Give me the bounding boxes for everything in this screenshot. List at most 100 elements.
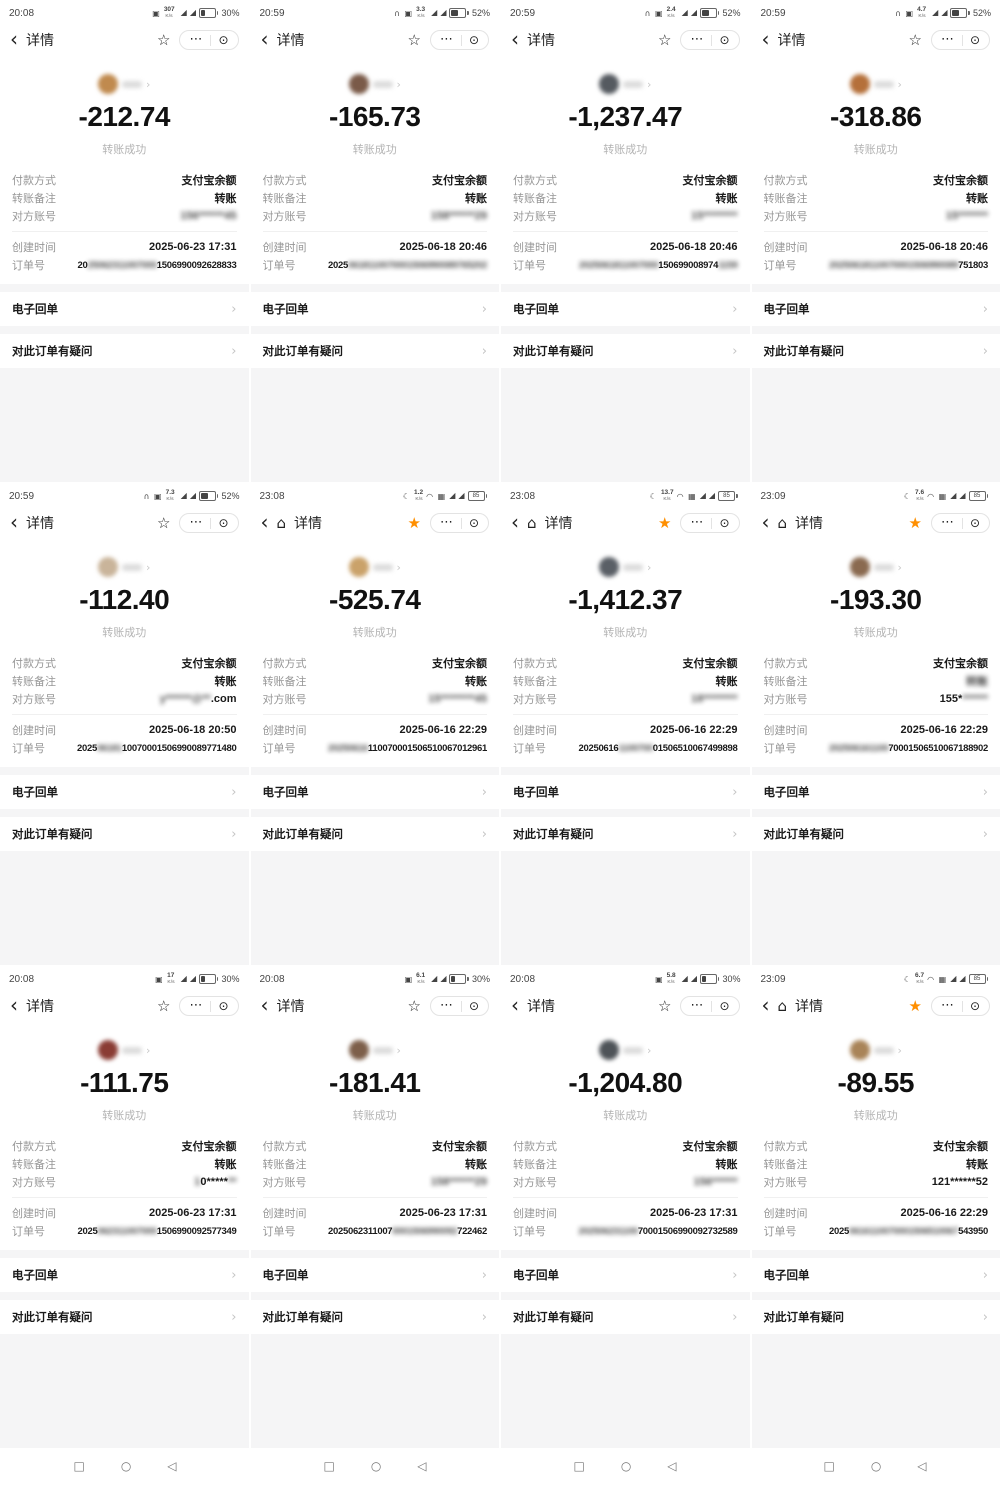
- back-icon[interactable]: ‹: [260, 26, 269, 51]
- home-button[interactable]: ○: [870, 1459, 882, 1473]
- avatar[interactable]: [599, 74, 620, 94]
- recents-button[interactable]: □: [323, 1459, 335, 1473]
- receipt-row[interactable]: 电子回单 ›: [250, 1258, 499, 1292]
- back-icon[interactable]: ‹: [761, 26, 770, 51]
- back-icon[interactable]: ‹: [511, 509, 519, 534]
- favorite-star-icon[interactable]: ☆: [407, 30, 421, 49]
- recents-button[interactable]: □: [73, 1459, 85, 1473]
- float-window-icon[interactable]: ⊙: [468, 999, 479, 1013]
- android-back-button[interactable]: ◁: [167, 1459, 177, 1473]
- favorite-star-icon[interactable]: ☆: [908, 30, 922, 49]
- payee-profile[interactable]: ›: [752, 73, 1000, 95]
- more-menu-icon[interactable]: ⋯: [940, 515, 955, 531]
- float-window-icon[interactable]: ⊙: [969, 999, 980, 1013]
- payee-profile[interactable]: ›: [251, 1039, 500, 1061]
- receipt-row[interactable]: 电子回单 ›: [0, 292, 249, 326]
- back-icon[interactable]: ‹: [260, 509, 269, 534]
- receipt-row[interactable]: 电子回单 ›: [250, 292, 499, 326]
- avatar[interactable]: [849, 1040, 870, 1060]
- avatar[interactable]: [98, 74, 119, 94]
- back-icon[interactable]: ‹: [761, 509, 770, 534]
- receipt-row[interactable]: 电子回单 ›: [501, 775, 750, 809]
- payee-profile[interactable]: ›: [251, 556, 500, 578]
- home-icon[interactable]: ⌂: [777, 996, 788, 1015]
- question-row[interactable]: 对此订单有疑问 ›: [751, 1300, 1000, 1334]
- payee-profile[interactable]: ›: [0, 556, 249, 578]
- more-menu-icon[interactable]: ⋯: [690, 32, 705, 48]
- avatar[interactable]: [98, 1040, 119, 1060]
- question-row[interactable]: 对此订单有疑问 ›: [250, 817, 499, 851]
- avatar[interactable]: [348, 74, 369, 94]
- favorite-star-icon[interactable]: ★: [908, 513, 922, 532]
- favorite-star-icon[interactable]: ☆: [156, 30, 171, 49]
- question-row[interactable]: 对此订单有疑问 ›: [250, 1300, 499, 1334]
- more-menu-icon[interactable]: ⋯: [690, 515, 705, 531]
- back-icon[interactable]: ‹: [260, 992, 269, 1017]
- payee-profile[interactable]: ›: [501, 73, 750, 95]
- float-window-icon[interactable]: ⊙: [969, 33, 980, 47]
- payee-profile[interactable]: ›: [752, 1039, 1000, 1061]
- payee-profile[interactable]: ›: [501, 1039, 750, 1061]
- more-menu-icon[interactable]: ⋯: [189, 998, 204, 1014]
- avatar[interactable]: [849, 557, 870, 577]
- question-row[interactable]: 对此订单有疑问 ›: [501, 334, 750, 368]
- avatar[interactable]: [849, 74, 870, 94]
- float-window-icon[interactable]: ⊙: [218, 33, 229, 47]
- question-row[interactable]: 对此订单有疑问 ›: [751, 817, 1000, 851]
- more-menu-icon[interactable]: ⋯: [189, 515, 204, 531]
- android-back-button[interactable]: ◁: [667, 1459, 677, 1473]
- more-menu-icon[interactable]: ⋯: [439, 998, 454, 1014]
- favorite-star-icon[interactable]: ★: [407, 513, 421, 532]
- avatar[interactable]: [98, 557, 119, 577]
- question-row[interactable]: 对此订单有疑问 ›: [501, 1300, 750, 1334]
- home-button[interactable]: ○: [120, 1459, 132, 1473]
- receipt-row[interactable]: 电子回单 ›: [751, 1258, 1000, 1292]
- receipt-row[interactable]: 电子回单 ›: [501, 292, 750, 326]
- payee-profile[interactable]: ›: [0, 1039, 249, 1061]
- float-window-icon[interactable]: ⊙: [218, 516, 229, 530]
- receipt-row[interactable]: 电子回单 ›: [0, 775, 249, 809]
- avatar[interactable]: [599, 1040, 620, 1060]
- back-icon[interactable]: ‹: [511, 26, 519, 51]
- favorite-star-icon[interactable]: ☆: [657, 996, 672, 1015]
- receipt-row[interactable]: 电子回单 ›: [0, 1258, 249, 1292]
- float-window-icon[interactable]: ⊙: [719, 516, 730, 530]
- recents-button[interactable]: □: [823, 1459, 835, 1473]
- payee-profile[interactable]: ›: [0, 73, 249, 95]
- more-menu-icon[interactable]: ⋯: [940, 998, 955, 1014]
- home-button[interactable]: ○: [620, 1459, 632, 1473]
- home-icon[interactable]: ⌂: [527, 513, 537, 532]
- float-window-icon[interactable]: ⊙: [969, 516, 980, 530]
- receipt-row[interactable]: 电子回单 ›: [501, 1258, 750, 1292]
- float-window-icon[interactable]: ⊙: [719, 999, 730, 1013]
- favorite-star-icon[interactable]: ☆: [156, 513, 171, 532]
- home-icon[interactable]: ⌂: [276, 513, 287, 532]
- question-row[interactable]: 对此订单有疑问 ›: [0, 1300, 249, 1334]
- back-icon[interactable]: ‹: [10, 26, 18, 51]
- home-icon[interactable]: ⌂: [777, 513, 788, 532]
- payee-profile[interactable]: ›: [251, 73, 500, 95]
- float-window-icon[interactable]: ⊙: [468, 516, 479, 530]
- avatar[interactable]: [348, 557, 369, 577]
- float-window-icon[interactable]: ⊙: [218, 999, 229, 1013]
- more-menu-icon[interactable]: ⋯: [940, 32, 955, 48]
- question-row[interactable]: 对此订单有疑问 ›: [0, 334, 249, 368]
- payee-profile[interactable]: ›: [752, 556, 1000, 578]
- avatar[interactable]: [348, 1040, 369, 1060]
- avatar[interactable]: [599, 557, 620, 577]
- payee-profile[interactable]: ›: [501, 556, 750, 578]
- float-window-icon[interactable]: ⊙: [468, 33, 479, 47]
- receipt-row[interactable]: 电子回单 ›: [751, 292, 1000, 326]
- favorite-star-icon[interactable]: ☆: [657, 30, 672, 49]
- question-row[interactable]: 对此订单有疑问 ›: [0, 817, 249, 851]
- back-icon[interactable]: ‹: [10, 509, 18, 534]
- receipt-row[interactable]: 电子回单 ›: [751, 775, 1000, 809]
- android-back-button[interactable]: ◁: [417, 1459, 427, 1473]
- favorite-star-icon[interactable]: ☆: [156, 996, 171, 1015]
- question-row[interactable]: 对此订单有疑问 ›: [751, 334, 1000, 368]
- back-icon[interactable]: ‹: [511, 992, 519, 1017]
- more-menu-icon[interactable]: ⋯: [189, 32, 204, 48]
- more-menu-icon[interactable]: ⋯: [690, 998, 705, 1014]
- home-button[interactable]: ○: [370, 1459, 382, 1473]
- more-menu-icon[interactable]: ⋯: [439, 32, 454, 48]
